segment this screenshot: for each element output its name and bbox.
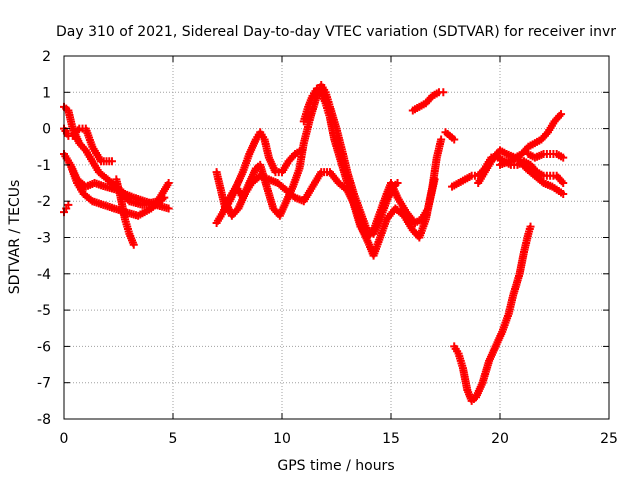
data-point	[160, 193, 169, 202]
data-point	[437, 135, 446, 144]
data-point	[439, 88, 448, 97]
x-tick-label: 10	[273, 431, 291, 447]
data-marks	[60, 81, 568, 405]
x-tick-label: 20	[491, 431, 509, 447]
series-arc-6	[112, 175, 138, 249]
data-point	[164, 179, 173, 188]
y-tick-label: 1	[42, 85, 51, 101]
x-tick-label: 15	[382, 431, 400, 447]
y-tick-label: -4	[37, 267, 51, 283]
data-point	[450, 135, 459, 144]
series-arc-16	[496, 153, 568, 198]
y-tick-label: -1	[37, 158, 51, 174]
y-tick-label: -6	[37, 339, 51, 355]
series-arc-12	[441, 128, 459, 144]
y-tick-label: 0	[42, 122, 51, 138]
data-point	[559, 153, 568, 162]
series-arc-15	[474, 110, 566, 188]
y-tick-label: -2	[37, 194, 51, 210]
data-point	[526, 222, 535, 231]
series-arc-10	[299, 84, 439, 242]
y-tick-label: -5	[37, 303, 51, 319]
x-tick-label: 0	[60, 431, 69, 447]
series-arc-17	[524, 150, 568, 162]
data-point	[559, 189, 568, 198]
series-arc-13	[450, 222, 535, 405]
data-point	[64, 200, 73, 209]
series-arc-4	[60, 124, 116, 166]
data-point	[107, 157, 116, 166]
y-tick-label: 2	[42, 49, 51, 65]
data-point	[129, 240, 138, 249]
y-tick-label: -8	[37, 412, 51, 428]
data-point	[430, 175, 439, 184]
data-point	[164, 204, 173, 213]
x-axis-label: GPS time / hours	[277, 458, 394, 474]
y-axis-label: SDTVAR / TECUs	[7, 180, 23, 295]
chart-title: Day 310 of 2021, Sidereal Day-to-day VTE…	[56, 24, 616, 40]
x-tick-label: 5	[169, 431, 178, 447]
y-tick-label: -3	[37, 231, 51, 247]
series-arc-11	[408, 88, 448, 115]
y-tick-label: -7	[37, 376, 51, 392]
data-point	[559, 179, 568, 188]
x-tick-label: 25	[600, 431, 618, 447]
data-point	[557, 110, 566, 119]
